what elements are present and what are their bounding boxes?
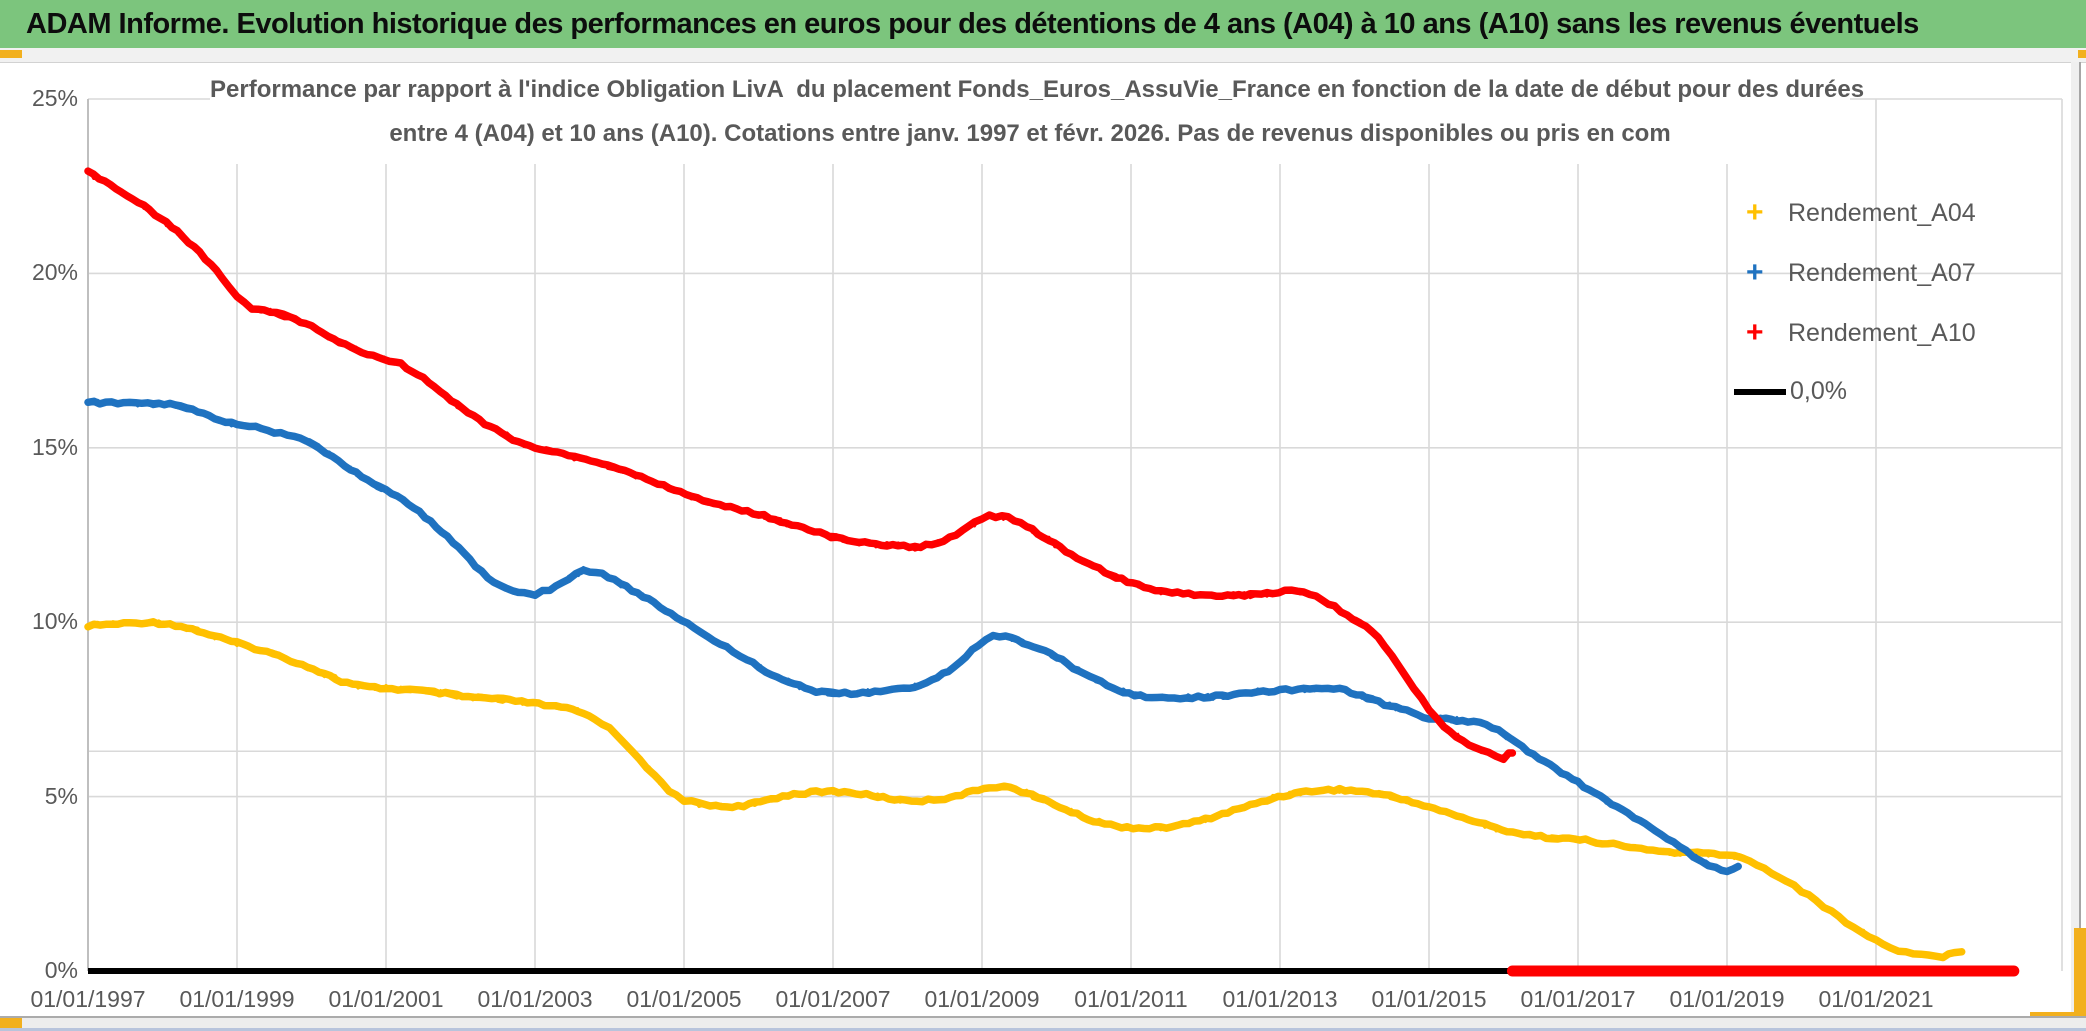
x-axis-label-2011: 01/01/2011 [1074, 986, 1188, 1012]
legend-item-Rendement-A10[interactable]: + Rendement_A10 [1734, 316, 1976, 350]
selection-handle-bottom-left[interactable] [0, 1018, 22, 1028]
selection-handle-top-left[interactable] [0, 50, 22, 58]
window-right-border [2079, 62, 2081, 1016]
legend-plus-marker-icon: + [1746, 316, 1764, 349]
banner-shadow-strip [0, 48, 2086, 63]
x-axis-label-2009: 01/01/2009 [924, 986, 1040, 1012]
legend-label: Rendement_A10 [1788, 318, 1976, 347]
legend-item-Rendement-A07[interactable]: + Rendement_A07 [1734, 256, 1976, 290]
window-bottom-edge [0, 1028, 2086, 1031]
chart-title-line-2: entre 4 (A04) et 10 ans (A10). Cotations… [389, 120, 1671, 147]
selection-handle-top-right[interactable] [2078, 50, 2086, 58]
y-axis-label-0: 0% [44, 957, 78, 983]
x-axis-label-2007: 01/01/2007 [775, 986, 891, 1012]
x-axis-label-2015: 01/01/2015 [1371, 986, 1487, 1012]
chart-title-box[interactable]: Performance par rapport à l'indice Oblig… [210, 68, 1865, 164]
vertical-scrollbar[interactable] [2071, 62, 2079, 1016]
legend-label: 0,0% [1790, 377, 1847, 405]
y-axis-label-5: 5% [44, 782, 78, 809]
horizontal-scroll-strip[interactable] [0, 1016, 2086, 1031]
legend-plus-marker-icon: + [1746, 196, 1764, 229]
banner-title-bar: ADAM Informe. Evolution historique des p… [0, 0, 2086, 48]
x-axis-label-2013: 01/01/2013 [1222, 986, 1338, 1012]
page-title: ADAM Informe. Evolution historique des p… [26, 7, 1919, 40]
legend-label: Rendement_A04 [1788, 198, 1976, 227]
chart-title-line-1: Performance par rapport à l'indice Oblig… [210, 76, 1865, 103]
legend-label: Rendement_A07 [1788, 258, 1976, 287]
y-axis-label-15: 15% [31, 433, 78, 460]
legend-item-0-0-[interactable]: 0,0% [1734, 377, 1847, 406]
legend-plus-marker-icon: + [1746, 256, 1764, 289]
y-axis-label-10: 10% [31, 608, 78, 635]
x-axis-label-2003: 01/01/2003 [477, 986, 593, 1012]
x-axis-label-2019: 01/01/2019 [1669, 986, 1785, 1012]
legend-zero-line-swatch [1734, 388, 1786, 395]
legend-item-Rendement-A04[interactable]: + Rendement_A04 [1734, 196, 1976, 230]
y-axis-label-25: 25% [31, 85, 78, 111]
y-axis-label-20: 20% [31, 259, 78, 286]
x-axis-label-2001: 01/01/2001 [328, 986, 444, 1012]
x-axis-label-1997: 01/01/1997 [30, 986, 146, 1012]
x-axis-label-2005: 01/01/2005 [626, 986, 742, 1012]
selection-border-right[interactable] [2074, 928, 2086, 1016]
x-axis-label-2021: 01/01/2021 [1818, 986, 1934, 1012]
x-axis-label-1999: 01/01/1999 [179, 986, 295, 1012]
x-axis-label-2017: 01/01/2017 [1520, 986, 1636, 1012]
